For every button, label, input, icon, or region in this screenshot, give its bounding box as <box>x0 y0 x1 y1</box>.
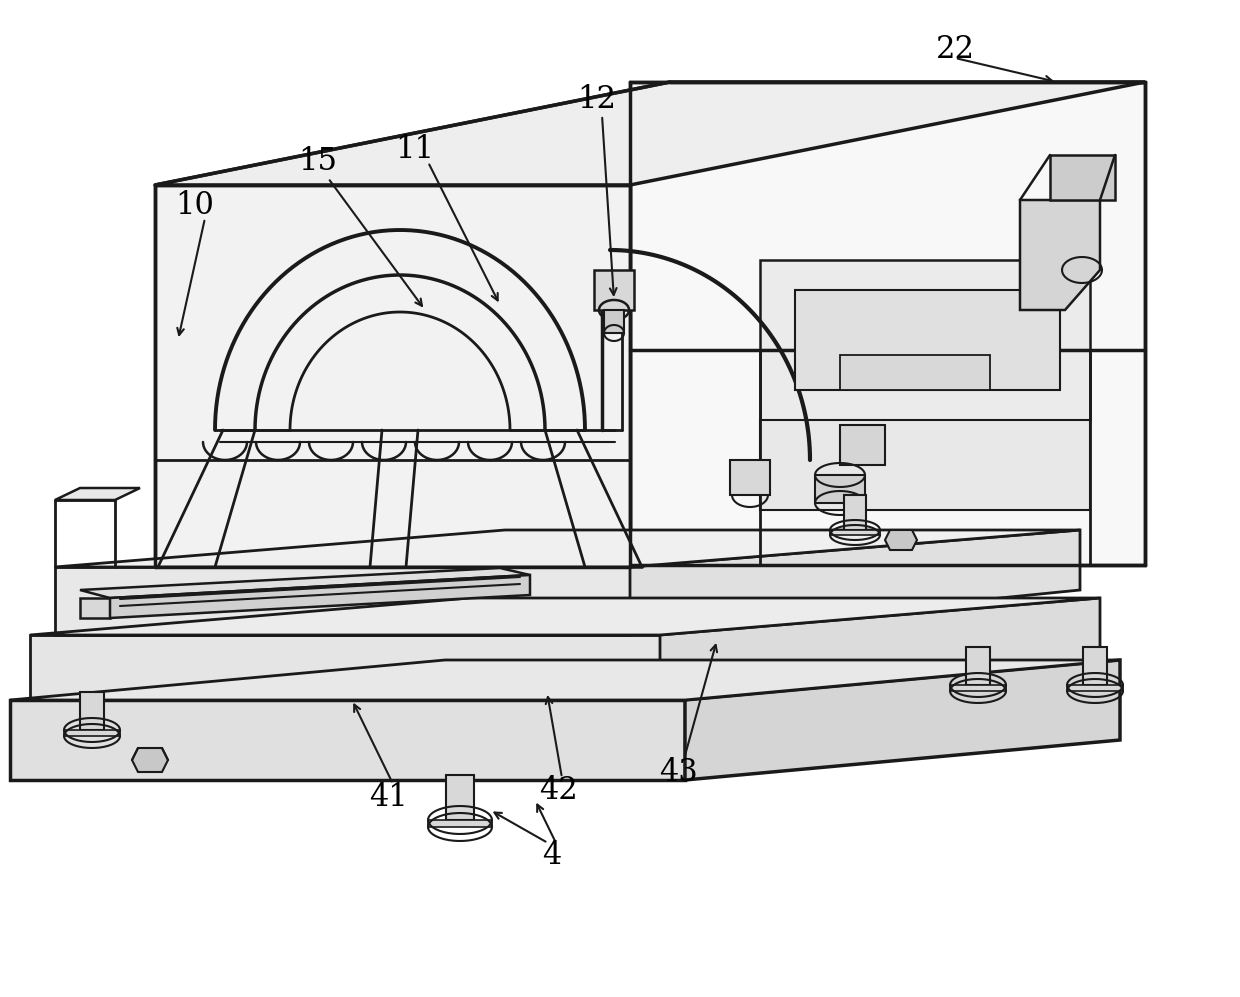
Polygon shape <box>885 530 918 550</box>
Polygon shape <box>630 530 1080 635</box>
Text: 15: 15 <box>299 147 337 177</box>
Polygon shape <box>950 685 1006 691</box>
Polygon shape <box>815 475 866 503</box>
Polygon shape <box>660 598 1100 700</box>
Polygon shape <box>131 748 167 772</box>
Polygon shape <box>684 660 1120 780</box>
Polygon shape <box>1066 685 1123 691</box>
Polygon shape <box>1021 200 1100 310</box>
Polygon shape <box>55 567 630 635</box>
Polygon shape <box>1050 155 1115 200</box>
Polygon shape <box>760 420 1090 510</box>
Polygon shape <box>30 635 660 700</box>
Polygon shape <box>55 488 140 500</box>
Text: 12: 12 <box>578 85 616 116</box>
Polygon shape <box>10 700 684 780</box>
Text: 4: 4 <box>542 839 562 870</box>
Polygon shape <box>81 692 104 730</box>
Polygon shape <box>594 270 634 310</box>
Polygon shape <box>81 598 110 618</box>
Polygon shape <box>428 820 492 827</box>
Polygon shape <box>10 660 1120 700</box>
Polygon shape <box>446 775 474 820</box>
Text: 41: 41 <box>368 782 408 813</box>
Polygon shape <box>81 568 529 598</box>
Text: 10: 10 <box>176 189 215 220</box>
Text: 11: 11 <box>396 135 434 166</box>
Polygon shape <box>966 647 990 685</box>
Polygon shape <box>155 185 630 567</box>
Text: 42: 42 <box>538 775 578 806</box>
Polygon shape <box>64 730 120 736</box>
Polygon shape <box>839 355 990 390</box>
Polygon shape <box>630 82 1145 565</box>
Text: 22: 22 <box>935 35 975 66</box>
Polygon shape <box>839 425 885 465</box>
Polygon shape <box>844 495 866 530</box>
Polygon shape <box>830 530 880 535</box>
Polygon shape <box>795 290 1060 390</box>
Polygon shape <box>155 82 1145 185</box>
Polygon shape <box>730 460 770 495</box>
Polygon shape <box>1083 647 1107 685</box>
Polygon shape <box>110 575 529 618</box>
Polygon shape <box>55 530 1080 567</box>
Text: 43: 43 <box>660 757 698 788</box>
Polygon shape <box>604 310 624 333</box>
Polygon shape <box>760 260 1090 420</box>
Polygon shape <box>30 598 1100 635</box>
